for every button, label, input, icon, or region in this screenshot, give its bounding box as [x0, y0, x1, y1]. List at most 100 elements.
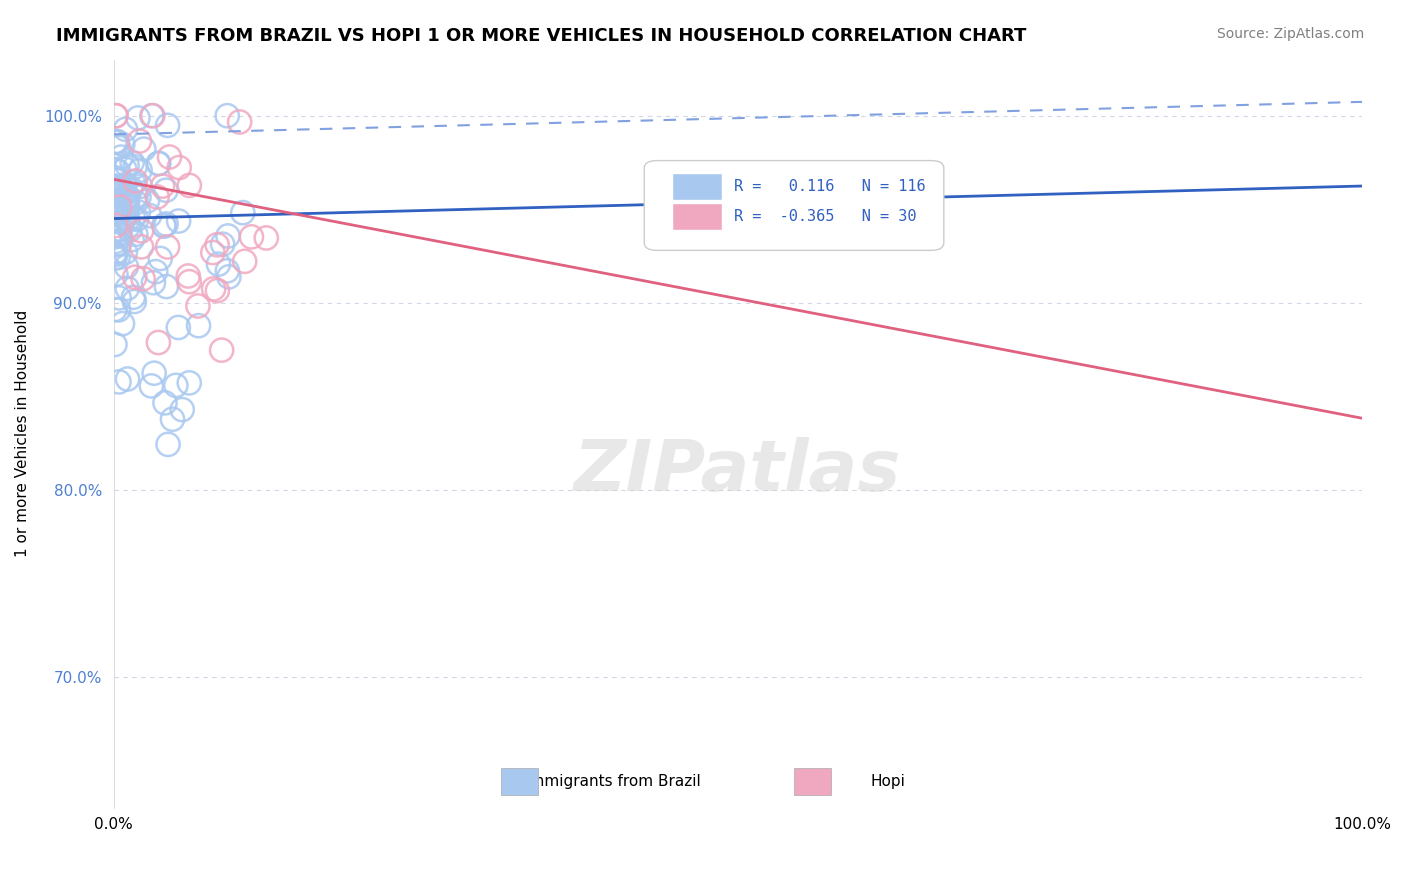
Point [108, 208, 131, 222]
Point [104, 135, 127, 149]
FancyBboxPatch shape [672, 173, 721, 200]
Text: R =  -0.365   N = 30: R = -0.365 N = 30 [734, 210, 917, 224]
Point [105, 186, 128, 201]
Point [218, 269, 240, 284]
Point [108, 204, 131, 219]
Point [152, 179, 174, 194]
Point [114, 162, 136, 177]
Point [125, 195, 148, 210]
Point [141, 379, 163, 393]
Point [143, 366, 166, 380]
Point [117, 200, 139, 214]
Point [127, 205, 149, 219]
Point [129, 179, 152, 194]
Point [172, 402, 194, 417]
Point [233, 254, 256, 268]
Point [187, 318, 209, 333]
Point [104, 219, 127, 233]
Point [155, 217, 177, 231]
Point [128, 134, 150, 148]
Point [156, 240, 179, 254]
Point [165, 378, 187, 392]
Text: R =   0.116   N = 116: R = 0.116 N = 116 [734, 179, 925, 194]
Point [254, 231, 277, 245]
Point [131, 240, 153, 254]
Point [104, 267, 127, 281]
Point [148, 156, 170, 170]
Point [205, 237, 228, 252]
Point [120, 182, 142, 196]
Text: IMMIGRANTS FROM BRAZIL VS HOPI 1 OR MORE VEHICLES IN HOUSEHOLD CORRELATION CHART: IMMIGRANTS FROM BRAZIL VS HOPI 1 OR MORE… [56, 27, 1026, 45]
Point [104, 180, 127, 194]
Point [107, 165, 129, 179]
Point [111, 183, 134, 197]
Point [157, 437, 180, 451]
Point [117, 189, 139, 203]
Point [105, 194, 128, 209]
Text: ZIPatlas: ZIPatlas [574, 436, 901, 506]
Point [105, 234, 128, 248]
Point [122, 175, 145, 189]
Point [201, 245, 224, 260]
Point [153, 396, 176, 410]
Point [207, 257, 229, 271]
Point [132, 142, 155, 156]
Point [124, 174, 146, 188]
Point [145, 265, 167, 279]
Point [104, 251, 127, 265]
Point [104, 162, 127, 177]
Point [115, 260, 138, 274]
Point [118, 223, 141, 237]
Point [104, 230, 127, 244]
Point [105, 237, 128, 252]
Point [125, 189, 148, 203]
Point [112, 202, 135, 216]
Point [110, 150, 132, 164]
Point [138, 209, 160, 223]
Point [117, 191, 139, 205]
Point [105, 136, 128, 150]
Point [105, 211, 128, 226]
Point [110, 227, 132, 241]
Point [105, 223, 128, 237]
Y-axis label: 1 or more Vehicles in Household: 1 or more Vehicles in Household [15, 310, 30, 558]
Point [114, 245, 136, 260]
Point [107, 205, 129, 219]
Point [167, 161, 190, 175]
Point [153, 219, 176, 234]
Point [136, 194, 159, 208]
Point [111, 137, 134, 152]
Point [104, 179, 127, 194]
Point [156, 119, 179, 133]
Point [114, 178, 136, 192]
Point [104, 200, 127, 214]
Point [159, 150, 181, 164]
FancyBboxPatch shape [794, 768, 831, 795]
Point [104, 189, 127, 203]
Point [152, 219, 174, 233]
Point [110, 222, 132, 236]
FancyBboxPatch shape [501, 768, 538, 795]
Point [108, 199, 131, 213]
Point [148, 335, 170, 350]
Point [108, 236, 131, 251]
Point [211, 237, 233, 252]
Point [104, 109, 127, 123]
Point [124, 294, 146, 309]
Point [202, 282, 225, 296]
Point [121, 155, 143, 169]
Point [179, 178, 201, 193]
Point [124, 270, 146, 285]
Point [108, 201, 131, 215]
Point [117, 195, 139, 210]
Point [217, 109, 239, 123]
Point [111, 317, 134, 331]
Point [148, 156, 170, 170]
Point [141, 109, 163, 123]
Point [117, 212, 139, 227]
Point [162, 412, 184, 426]
Point [132, 271, 155, 285]
Point [108, 200, 131, 214]
FancyBboxPatch shape [672, 203, 721, 230]
FancyBboxPatch shape [644, 161, 943, 251]
